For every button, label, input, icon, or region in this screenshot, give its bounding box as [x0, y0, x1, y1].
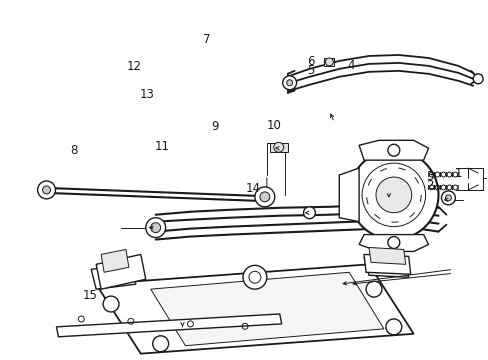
- Circle shape: [325, 58, 333, 66]
- Text: 15: 15: [82, 288, 98, 302]
- Text: 13: 13: [140, 88, 155, 101]
- Text: 1: 1: [453, 167, 461, 180]
- Polygon shape: [101, 249, 129, 272]
- Polygon shape: [358, 140, 427, 160]
- Circle shape: [375, 177, 411, 213]
- Circle shape: [445, 195, 450, 201]
- Text: 14: 14: [245, 182, 260, 195]
- Text: 11: 11: [154, 140, 169, 153]
- Text: 6: 6: [306, 55, 314, 68]
- Circle shape: [385, 319, 401, 335]
- Polygon shape: [150, 272, 383, 346]
- Polygon shape: [96, 264, 413, 354]
- Circle shape: [273, 142, 283, 152]
- Circle shape: [152, 336, 168, 352]
- Circle shape: [303, 207, 315, 219]
- Polygon shape: [324, 58, 334, 66]
- Circle shape: [103, 296, 119, 312]
- Polygon shape: [339, 168, 358, 222]
- Polygon shape: [368, 247, 405, 264]
- Text: 7: 7: [203, 33, 210, 46]
- Text: 3: 3: [426, 170, 433, 183]
- Text: 12: 12: [126, 60, 141, 73]
- Circle shape: [259, 192, 269, 202]
- Circle shape: [243, 265, 266, 289]
- Text: 5: 5: [306, 64, 313, 77]
- Polygon shape: [56, 314, 281, 337]
- Circle shape: [38, 181, 55, 199]
- Circle shape: [145, 218, 165, 238]
- Text: 4: 4: [347, 59, 354, 72]
- Text: 2: 2: [425, 179, 433, 192]
- Polygon shape: [269, 143, 287, 152]
- Circle shape: [150, 223, 161, 233]
- Text: 8: 8: [70, 144, 77, 157]
- Circle shape: [366, 281, 381, 297]
- Polygon shape: [96, 255, 145, 289]
- Polygon shape: [91, 264, 136, 289]
- Circle shape: [379, 179, 397, 197]
- Circle shape: [472, 74, 482, 84]
- Circle shape: [254, 187, 274, 207]
- Circle shape: [387, 144, 399, 156]
- Polygon shape: [358, 235, 427, 251]
- Circle shape: [387, 237, 399, 248]
- Circle shape: [384, 184, 392, 192]
- Polygon shape: [364, 257, 408, 277]
- Circle shape: [441, 191, 454, 205]
- Circle shape: [282, 76, 296, 90]
- Polygon shape: [364, 255, 410, 274]
- Text: 9: 9: [211, 120, 219, 133]
- Circle shape: [348, 150, 438, 239]
- Circle shape: [286, 80, 292, 86]
- Circle shape: [42, 186, 50, 194]
- Text: 10: 10: [265, 119, 281, 132]
